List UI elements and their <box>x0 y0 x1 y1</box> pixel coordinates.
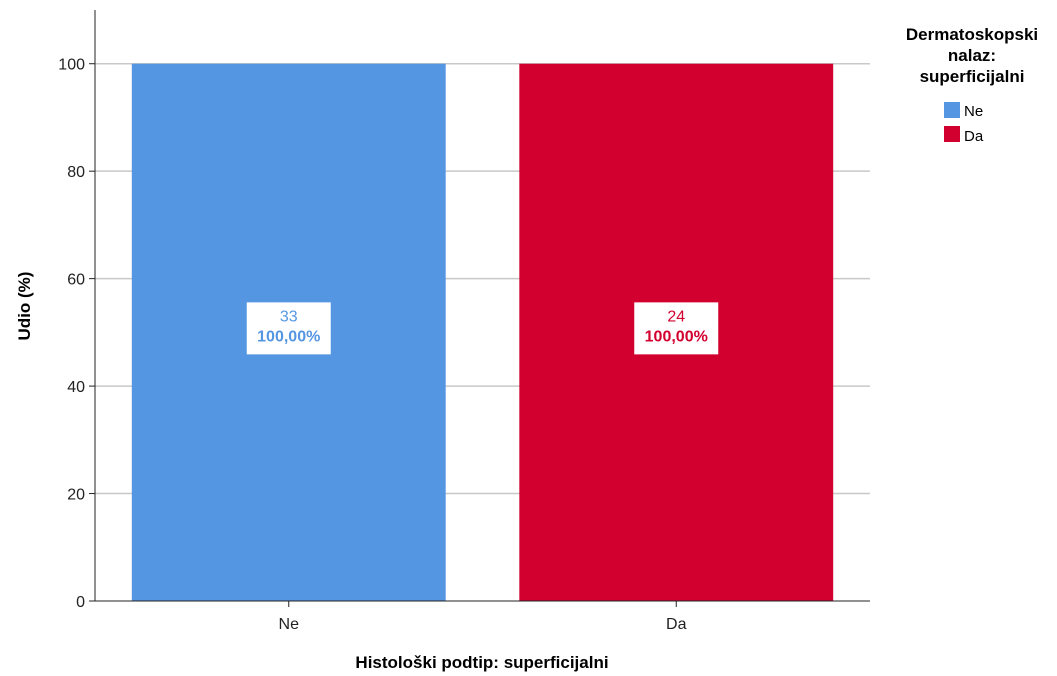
x-tick-label-ne: Ne <box>279 616 300 633</box>
data-label-count-ne: 33 <box>280 308 298 325</box>
x-axis-title: Histološki podtip: superficijalni <box>355 653 608 672</box>
data-label-percent-da: 100,00% <box>645 328 708 345</box>
y-tick-label-60: 60 <box>67 272 85 289</box>
legend: Dermatoskopski nalaz: superficijalni Ne … <box>906 25 1038 145</box>
legend-title-line-1: Dermatoskopski <box>906 25 1038 44</box>
x-tick-labels: Ne Da <box>279 601 687 633</box>
y-tick-label-0: 0 <box>76 594 85 611</box>
y-tick-label-20: 20 <box>67 487 85 504</box>
y-tick-labels: 0 20 40 60 80 100 <box>58 57 95 611</box>
legend-title-line-2: nalaz: <box>948 46 996 65</box>
data-labels: 33 100,00% 24 100,00% <box>246 302 719 355</box>
y-tick-label-100: 100 <box>58 57 85 74</box>
y-axis-title: Udio (%) <box>15 272 34 341</box>
x-tick-label-da: Da <box>666 616 687 633</box>
bars <box>131 63 834 601</box>
legend-swatch-da <box>944 126 960 142</box>
data-label-box-ne <box>246 302 331 355</box>
y-tick-label-40: 40 <box>67 379 85 396</box>
data-label-percent-ne: 100,00% <box>257 328 320 345</box>
data-label-box-da <box>634 302 719 355</box>
legend-title-line-3: superficijalni <box>920 67 1025 86</box>
legend-label-ne: Ne <box>964 103 983 120</box>
data-label-count-da: 24 <box>667 308 685 325</box>
y-tick-label-80: 80 <box>67 164 85 181</box>
legend-label-da: Da <box>964 128 984 145</box>
legend-swatch-ne <box>944 102 960 118</box>
